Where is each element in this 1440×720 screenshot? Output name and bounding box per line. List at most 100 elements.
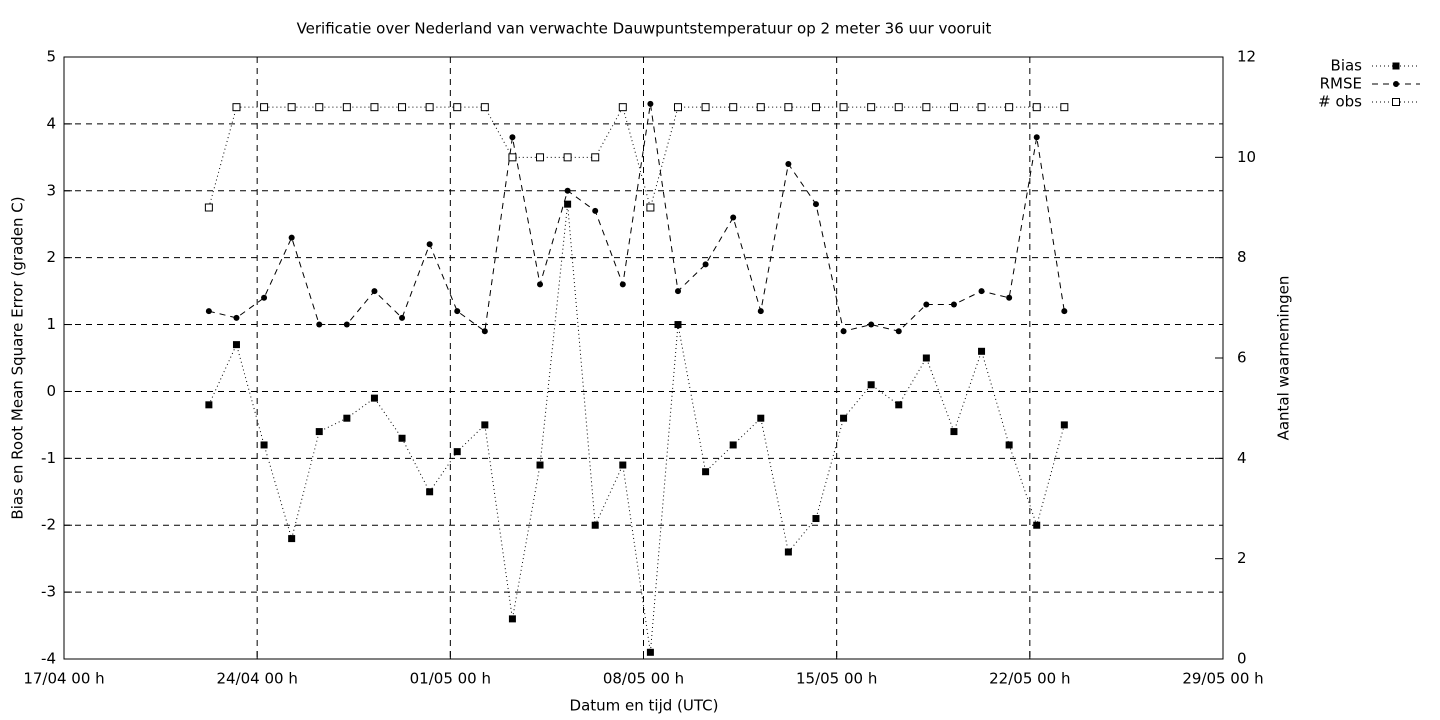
y2-tick-label: 8: [1237, 248, 1247, 266]
marker: [1060, 103, 1069, 112]
marker: [923, 301, 930, 308]
marker: [785, 161, 792, 168]
legend-label: # obs: [1318, 93, 1362, 111]
y2-tick-label: 4: [1237, 449, 1247, 467]
marker: [426, 241, 433, 248]
marker: [949, 103, 958, 112]
y-tick-label: 3: [46, 181, 56, 199]
marker: [811, 103, 820, 112]
marker: [591, 521, 599, 529]
marker: [1005, 103, 1014, 112]
marker: [592, 207, 599, 214]
marker: [978, 347, 986, 355]
marker: [315, 428, 323, 436]
marker: [536, 461, 544, 469]
marker: [868, 321, 875, 328]
marker: [950, 428, 958, 436]
marker: [1033, 134, 1040, 141]
marker: [537, 281, 544, 288]
marker: [674, 321, 682, 329]
marker: [839, 103, 848, 112]
marker: [370, 394, 378, 402]
x-tick-label: 08/05 00 h: [603, 670, 684, 688]
marker: [730, 214, 737, 221]
marker: [260, 441, 268, 449]
marker: [950, 301, 957, 308]
y2-tick-label: 6: [1237, 349, 1247, 367]
marker: [922, 103, 931, 112]
marker: [812, 201, 819, 208]
chart-title: Verificatie over Nederland van verwachte…: [297, 20, 992, 38]
marker: [674, 288, 681, 295]
marker: [646, 203, 655, 212]
marker: [205, 308, 212, 315]
marker: [481, 421, 489, 429]
marker: [233, 314, 240, 321]
marker: [894, 103, 903, 112]
marker: [1005, 441, 1013, 449]
marker: [371, 288, 378, 295]
marker: [564, 200, 572, 208]
x-tick-label: 15/05 00 h: [796, 670, 877, 688]
marker: [812, 515, 820, 523]
marker: [343, 321, 350, 328]
y-tick-label: 1: [46, 315, 56, 333]
marker: [1033, 521, 1041, 529]
y-tick-label: -4: [41, 650, 56, 668]
marker: [673, 103, 682, 112]
marker: [895, 401, 903, 409]
marker: [840, 414, 848, 422]
y-tick-label: 4: [46, 114, 56, 132]
y-tick-label: 2: [46, 248, 56, 266]
marker: [508, 153, 517, 162]
y-tick-label: -1: [41, 449, 56, 467]
marker: [454, 308, 461, 315]
legend-marker: [1392, 62, 1400, 70]
marker: [756, 103, 765, 112]
marker: [564, 187, 571, 194]
marker: [978, 288, 985, 295]
marker: [701, 103, 710, 112]
marker: [316, 321, 323, 328]
marker: [260, 103, 269, 112]
marker: [1061, 308, 1068, 315]
marker: [232, 341, 240, 349]
marker: [536, 153, 545, 162]
legend-marker: [1393, 81, 1399, 87]
marker: [840, 328, 847, 335]
marker: [1006, 294, 1013, 301]
marker: [425, 103, 434, 112]
marker: [867, 103, 876, 112]
marker: [619, 461, 627, 469]
y2-tick-label: 0: [1237, 650, 1247, 668]
series-line: [208, 103, 1065, 333]
y2-tick-label: 12: [1237, 48, 1256, 66]
marker: [619, 281, 626, 288]
marker: [287, 103, 296, 112]
series-line: [208, 105, 1065, 210]
marker: [426, 488, 434, 496]
marker: [315, 103, 324, 112]
legend-marker: [1392, 98, 1400, 106]
x-tick-label: 29/05 00 h: [1182, 670, 1263, 688]
marker: [205, 401, 213, 409]
x-tick-label: 22/05 00 h: [989, 670, 1070, 688]
marker: [204, 203, 213, 212]
marker: [453, 448, 461, 456]
y-tick-label: -3: [41, 583, 56, 601]
marker: [867, 381, 875, 389]
marker: [343, 414, 351, 422]
marker: [370, 103, 379, 112]
x-tick-label: 01/05 00 h: [410, 670, 491, 688]
marker: [895, 328, 902, 335]
x-tick-label: 24/04 00 h: [216, 670, 297, 688]
marker: [1060, 421, 1068, 429]
x-axis-label: Datum en tijd (UTC): [570, 697, 719, 715]
y-tick-label: 5: [46, 48, 56, 66]
marker: [784, 548, 792, 556]
y2-tick-label: 10: [1237, 148, 1256, 166]
marker: [646, 648, 654, 656]
marker: [729, 103, 738, 112]
marker: [399, 314, 406, 321]
